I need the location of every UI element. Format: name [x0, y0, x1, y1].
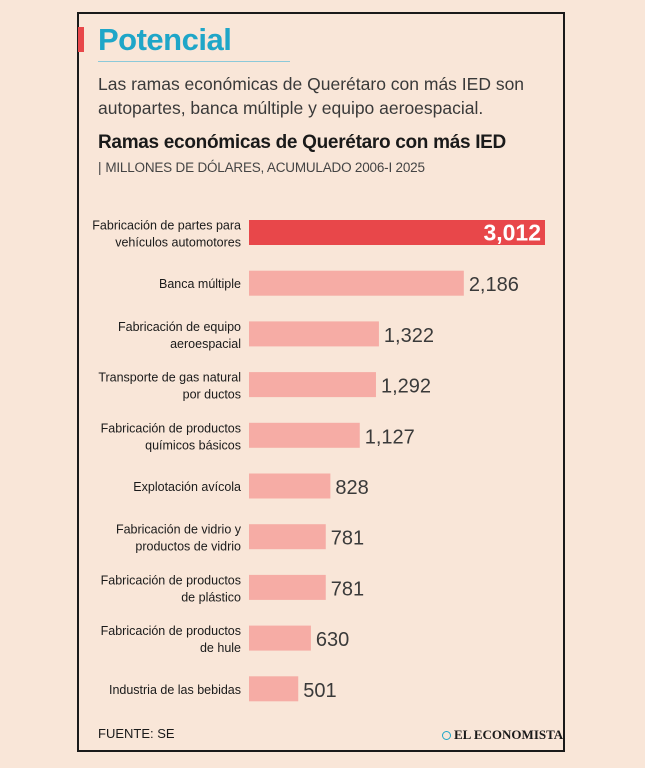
category-label-4-1: químicos básicos — [145, 438, 241, 452]
category-label-7-1: de plástico — [181, 590, 241, 604]
headline-accent-bar — [78, 27, 84, 52]
category-label-8-0: Fabricación de productos — [101, 624, 241, 638]
headline-subtitle: Las ramas económicas de Querétaro con má… — [98, 74, 525, 118]
brand-logo-text: EL ECONOMISTA — [454, 727, 564, 742]
bar-7 — [249, 574, 326, 600]
bar-2 — [249, 321, 379, 347]
category-label-0-0: Fabricación de partes para — [92, 219, 241, 233]
category-label-3-1: por ductos — [183, 388, 241, 402]
chart-subtitle-pipe: | — [98, 160, 102, 175]
bar-3 — [249, 372, 376, 398]
headline-rule — [98, 61, 290, 62]
data-label-2: 1,322 — [384, 325, 434, 347]
category-label-2-1: aeroespacial — [170, 337, 241, 351]
data-label-4: 1,127 — [365, 426, 415, 448]
category-label-7-0: Fabricación de productos — [101, 573, 241, 587]
category-label-9-0: Industria de las bebidas — [109, 683, 241, 697]
data-label-5: 828 — [335, 477, 368, 499]
chart-subtitle: | MILLONES DE DÓLARES, ACUMULADO 2006-I 2… — [98, 160, 425, 175]
data-label-8: 630 — [316, 629, 349, 651]
headline: Potencial — [98, 22, 232, 57]
category-label-1-0: Banca múltiple — [159, 277, 241, 291]
infographic-frame — [77, 12, 565, 752]
bar-0 — [249, 220, 545, 245]
category-label-8-1: de hule — [200, 641, 241, 655]
category-label-4-0: Fabricación de productos — [101, 421, 241, 435]
chart-title: Ramas económicas de Querétaro con más IE… — [98, 132, 506, 153]
category-label-5-0: Explotación avícola — [133, 480, 241, 494]
brand-logo: EL ECONOMISTA — [442, 727, 563, 743]
bar-1 — [249, 270, 464, 296]
bar-8 — [249, 625, 311, 651]
category-label-6-1: productos de vidrio — [135, 540, 241, 554]
chart-subtitle-text: MILLONES DE DÓLARES, ACUMULADO 2006-I 20… — [105, 160, 425, 175]
data-label-6: 781 — [331, 528, 364, 550]
data-label-7: 781 — [331, 578, 364, 600]
category-label-3-0: Transporte de gas natural — [98, 371, 241, 385]
data-label-9: 501 — [303, 680, 336, 702]
category-label-0-1: vehículos automotores — [115, 236, 241, 250]
bar-5 — [249, 473, 331, 499]
brand-logo-icon — [442, 730, 451, 740]
data-label-1: 2,186 — [469, 274, 519, 296]
bar-9 — [249, 676, 299, 702]
category-label-6-0: Fabricación de vidrio y — [116, 523, 242, 537]
category-label-2-0: Fabricación de equipo — [118, 320, 241, 334]
data-label-0: 3,012 — [483, 220, 541, 246]
source-note: FUENTE: SE — [98, 726, 175, 741]
bar-6 — [249, 524, 326, 550]
data-label-3: 1,292 — [381, 376, 431, 398]
bar-4 — [249, 422, 360, 448]
